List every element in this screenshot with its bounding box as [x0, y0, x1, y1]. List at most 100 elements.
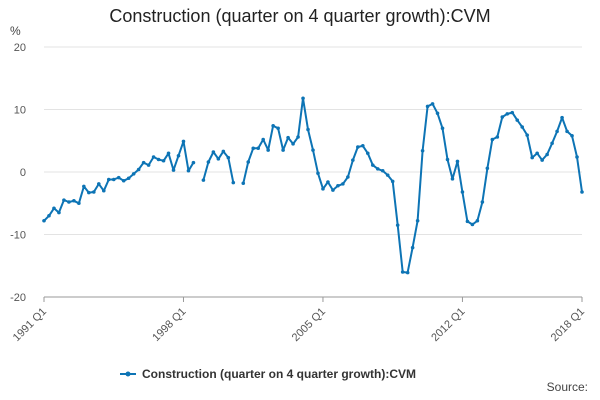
data-point [126, 176, 131, 181]
data-point [336, 183, 340, 188]
data-point [480, 200, 485, 204]
data-point [241, 181, 246, 186]
data-point [475, 218, 480, 223]
data-point [72, 198, 76, 203]
data-point [181, 139, 186, 144]
data-point [505, 112, 510, 116]
source-label[interactable]: Source: [546, 380, 588, 394]
data-point [510, 110, 515, 115]
data-point [52, 206, 56, 211]
chart-title: Construction (quarter on 4 quarter growt… [109, 6, 491, 26]
data-point [47, 213, 51, 218]
data-point [216, 157, 221, 161]
data-point [151, 155, 156, 159]
data-point [121, 178, 126, 183]
data-point [146, 163, 151, 167]
data-point [385, 173, 390, 177]
data-point [490, 137, 495, 142]
y-tick-label: -10 [10, 230, 26, 242]
data-point [87, 190, 91, 195]
data-point [341, 182, 345, 186]
data-point [246, 160, 251, 164]
data-point [231, 180, 236, 185]
data-point [96, 182, 101, 186]
data-point [525, 133, 530, 137]
data-point [291, 142, 295, 146]
data-point [141, 160, 146, 165]
data-point [415, 218, 420, 223]
x-tick-label: 2012 Q1 [429, 306, 467, 344]
series-line [43, 97, 583, 274]
data-point [171, 168, 176, 172]
data-point [106, 177, 111, 182]
data-point [301, 96, 305, 101]
data-point [570, 133, 574, 138]
data-point [370, 163, 375, 167]
data-point [221, 149, 226, 154]
data-point [161, 158, 166, 163]
data-point [530, 155, 534, 160]
data-point [395, 223, 400, 227]
data-point [136, 167, 141, 172]
data-point [390, 179, 395, 184]
data-point [365, 151, 370, 156]
data-point [316, 171, 320, 176]
data-point [500, 115, 505, 119]
x-tick-label: 1998 Q1 [150, 306, 188, 344]
data-point [520, 125, 525, 129]
y-tick-label: 20 [14, 42, 26, 54]
data-point [346, 175, 350, 179]
data-point [67, 200, 71, 204]
data-point [42, 218, 46, 223]
data-point [176, 153, 181, 158]
data-point [321, 187, 325, 191]
y-tick-label: -20 [10, 292, 26, 304]
data-point [560, 115, 564, 120]
data-point [545, 152, 549, 157]
data-point [460, 190, 465, 194]
data-point [440, 126, 445, 131]
data-point [445, 157, 450, 162]
data-point [410, 245, 415, 250]
data-point [226, 155, 231, 160]
data-point [276, 126, 280, 131]
data-point [555, 129, 559, 134]
legend-swatch-marker [125, 371, 131, 377]
data-point [82, 184, 86, 189]
series-group [42, 96, 584, 275]
data-point [470, 222, 475, 227]
data-point [281, 148, 285, 152]
y-tick-label: 0 [20, 167, 26, 179]
data-point [580, 190, 584, 194]
data-point [92, 190, 96, 194]
data-point [191, 160, 196, 165]
x-tick-label: 1991 Q1 [11, 306, 49, 344]
data-point [111, 177, 116, 182]
data-point [430, 102, 435, 106]
data-point [211, 150, 216, 154]
data-point [565, 129, 569, 134]
data-point [251, 146, 256, 151]
data-point [331, 188, 335, 192]
data-point [306, 127, 310, 132]
data-point [455, 159, 460, 164]
y-axis-label: % [10, 24, 21, 38]
data-point [256, 146, 261, 151]
data-point [101, 188, 106, 193]
data-point [550, 141, 554, 146]
data-point [380, 168, 385, 173]
data-point [311, 148, 315, 152]
data-point [425, 104, 430, 109]
data-point [201, 178, 206, 182]
data-point [261, 137, 265, 142]
data-point [361, 143, 365, 148]
x-tick-label: 2005 Q1 [290, 306, 328, 344]
data-point [575, 155, 579, 159]
data-point [420, 148, 425, 153]
x-tick-label: 2018 Q1 [549, 306, 587, 344]
data-point [485, 166, 490, 171]
data-point [540, 158, 544, 162]
data-point [515, 118, 520, 122]
